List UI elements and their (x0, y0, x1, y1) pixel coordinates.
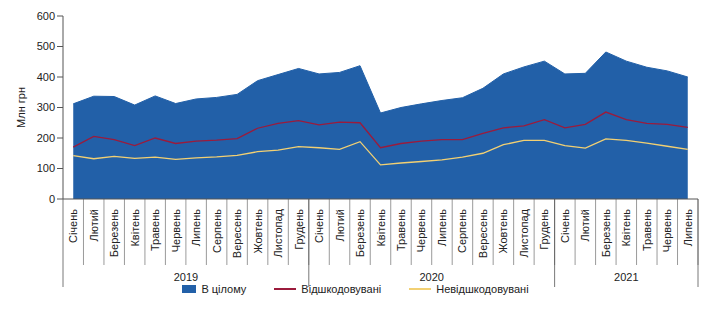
svg-text:Млн грн: Млн грн (15, 87, 27, 128)
svg-text:Січень: Січень (67, 209, 79, 243)
svg-text:400: 400 (37, 71, 55, 83)
svg-text:Квітень: Квітень (620, 209, 632, 247)
svg-text:Червень: Червень (170, 209, 182, 252)
svg-text:Січень: Січень (313, 209, 325, 243)
svg-text:Жовтень: Жовтень (252, 209, 264, 254)
svg-text:Лютий: Лютий (579, 209, 591, 242)
svg-text:Травень: Травень (641, 209, 653, 251)
svg-text:0: 0 (49, 193, 55, 205)
svg-text:Вересень: Вересень (231, 209, 243, 258)
svg-text:Червень: Червень (661, 209, 673, 252)
svg-text:Березень: Березень (108, 209, 120, 257)
html-text:Невідшкодовувані: Невідшкодовувані (436, 283, 529, 295)
svg-text:300: 300 (37, 101, 55, 113)
svg-text:Січень: Січень (559, 209, 571, 243)
svg-text:Вересень: Вересень (477, 209, 489, 258)
svg-text:600: 600 (37, 10, 55, 22)
svg-text:Травень: Травень (395, 209, 407, 251)
svg-text:Листопад: Листопад (272, 208, 284, 257)
svg-text:500: 500 (37, 40, 55, 52)
svg-text:2021: 2021 (614, 271, 638, 283)
svg-text:Листопад: Листопад (518, 208, 530, 257)
svg-text:Грудень: Грудень (538, 209, 550, 250)
svg-text:Жовтень: Жовтень (497, 209, 509, 254)
svg-text:Травень: Травень (149, 209, 161, 251)
svg-text:2019: 2019 (174, 271, 198, 283)
svg-text:Червень: Червень (415, 209, 427, 252)
svg-text:Серпень: Серпень (211, 209, 223, 253)
svg-text:200: 200 (37, 132, 55, 144)
svg-text:Липень: Липень (190, 209, 202, 247)
svg-text:2020: 2020 (419, 271, 443, 283)
svg-text:Грудень: Грудень (293, 209, 305, 250)
svg-text:Квітень: Квітень (375, 209, 387, 247)
svg-text:Липень: Липень (682, 209, 694, 247)
svg-text:Березень: Березень (354, 209, 366, 257)
svg-text:Березень: Березень (600, 209, 612, 257)
svg-text:Липень: Липень (436, 209, 448, 247)
svg-text:Лютий: Лютий (334, 209, 346, 242)
html-text:Відшкодовувані: Відшкодовувані (301, 283, 382, 295)
html-text:В цілому: В цілому (201, 283, 247, 295)
svg-text:Лютий: Лютий (88, 209, 100, 242)
svg-text:Серпень: Серпень (456, 209, 468, 253)
svg-text:Квітень: Квітень (129, 209, 141, 247)
svg-text:100: 100 (37, 162, 55, 174)
